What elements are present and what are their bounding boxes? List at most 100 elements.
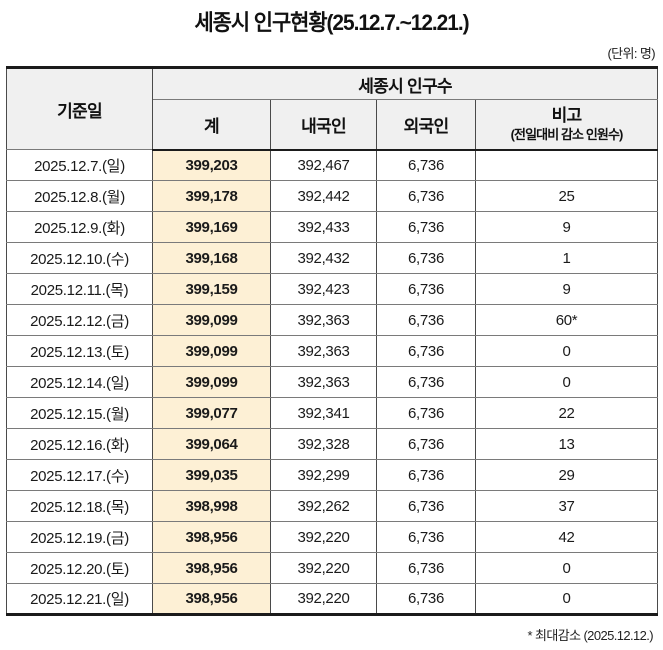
cell-korean: 392,262 (270, 490, 377, 522)
cell-foreign: 6,736 (376, 149, 476, 181)
cell-total: 398,998 (152, 490, 271, 522)
cell-foreign: 6,736 (376, 366, 476, 398)
table-row: 2025.12.7.(일) 399,203 392,467 6,736 (6, 149, 659, 181)
cell-base-date: 2025.12.18.(목) (6, 490, 153, 522)
cell-note: 9 (474, 273, 659, 305)
table-row: 2025.12.12.(금) 399,099 392,363 6,736 60* (6, 304, 659, 336)
column-header-foreign: 외국인 (376, 99, 476, 151)
table-row: 2025.12.13.(토) 399,099 392,363 6,736 0 (6, 335, 659, 367)
cell-base-date: 2025.12.17.(수) (6, 459, 153, 491)
cell-foreign: 6,736 (376, 211, 476, 243)
cell-foreign: 6,736 (376, 459, 476, 491)
cell-korean: 392,220 (270, 552, 377, 584)
cell-foreign: 6,736 (376, 552, 476, 584)
table-row: 2025.12.20.(토) 398,956 392,220 6,736 0 (6, 552, 659, 584)
cell-note: 9 (474, 211, 659, 243)
cell-korean: 392,363 (270, 366, 377, 398)
cell-foreign: 6,736 (376, 335, 476, 367)
cell-total: 399,159 (152, 273, 271, 305)
cell-base-date: 2025.12.20.(토) (6, 552, 153, 584)
cell-note: 0 (474, 552, 659, 584)
footnote: * 최대감소 (2025.12.12.) (527, 628, 654, 643)
table-row: 2025.12.14.(일) 399,099 392,363 6,736 0 (6, 366, 659, 398)
cell-base-date: 2025.12.16.(화) (6, 428, 153, 460)
cell-base-date: 2025.12.9.(화) (6, 211, 153, 243)
cell-total: 399,169 (152, 211, 271, 243)
cell-total: 399,099 (152, 366, 271, 398)
cell-korean: 392,363 (270, 304, 377, 336)
cell-foreign: 6,736 (376, 304, 476, 336)
cell-total: 398,956 (152, 552, 271, 584)
cell-total: 399,035 (152, 459, 271, 491)
table-container: 기준일 세종시 인구수 계 내국인 외국인 비고 (전일대비 감소 인원수) 2… (0, 66, 663, 616)
cell-base-date: 2025.12.21.(일) (6, 583, 153, 616)
cell-korean: 392,363 (270, 335, 377, 367)
table-row: 2025.12.21.(일) 398,956 392,220 6,736 0 (6, 583, 659, 616)
population-table: 기준일 세종시 인구수 계 내국인 외국인 비고 (전일대비 감소 인원수) 2… (6, 66, 659, 616)
cell-base-date: 2025.12.8.(월) (6, 180, 153, 212)
table-body: 2025.12.7.(일) 399,203 392,467 6,736 2025.12.… (6, 149, 659, 616)
table-row: 2025.12.11.(목) 399,159 392,423 6,736 9 (6, 273, 659, 305)
column-header-total: 계 (152, 99, 271, 151)
cell-total: 399,077 (152, 397, 271, 429)
cell-foreign: 6,736 (376, 273, 476, 305)
cell-note: 0 (474, 335, 659, 367)
column-header-note-main: 비고 (551, 105, 583, 125)
cell-note: 25 (474, 180, 659, 212)
cell-base-date: 2025.12.11.(목) (6, 273, 153, 305)
column-header-group-population: 세종시 인구수 (151, 66, 659, 100)
cell-korean: 392,220 (270, 521, 377, 553)
table-row: 2025.12.19.(금) 398,956 392,220 6,736 42 (6, 521, 659, 553)
table-header: 기준일 세종시 인구수 계 내국인 외국인 비고 (전일대비 감소 인원수) (6, 66, 659, 151)
cell-foreign: 6,736 (376, 242, 476, 274)
cell-total: 399,064 (152, 428, 271, 460)
cell-total: 399,203 (152, 149, 271, 181)
cell-total: 399,099 (152, 304, 271, 336)
column-header-note: 비고 (전일대비 감소 인원수) (474, 99, 659, 151)
footnote-row: * 최대감소 (2025.12.12.) (0, 616, 663, 645)
table-row: 2025.12.16.(화) 399,064 392,328 6,736 13 (6, 428, 659, 460)
cell-korean: 392,423 (270, 273, 377, 305)
cell-korean: 392,433 (270, 211, 377, 243)
cell-foreign: 6,736 (376, 490, 476, 522)
column-header-korean: 내국인 (270, 99, 377, 151)
cell-korean: 392,442 (270, 180, 377, 212)
cell-foreign: 6,736 (376, 397, 476, 429)
cell-base-date: 2025.12.14.(일) (6, 366, 153, 398)
cell-note: 0 (474, 366, 659, 398)
unit-note-row: (단위: 명) (0, 37, 663, 66)
table-row: 2025.12.17.(수) 399,035 392,299 6,736 29 (6, 459, 659, 491)
cell-total: 399,168 (152, 242, 271, 274)
cell-total: 399,099 (152, 335, 271, 367)
cell-total: 398,956 (152, 583, 271, 616)
table-row: 2025.12.18.(목) 398,998 392,262 6,736 37 (6, 490, 659, 522)
cell-note: 37 (474, 490, 659, 522)
cell-note: 42 (474, 521, 659, 553)
header-row-sub: 계 내국인 외국인 비고 (전일대비 감소 인원수) (7, 99, 659, 151)
cell-total: 399,178 (152, 180, 271, 212)
header-row-group: 기준일 세종시 인구수 (6, 66, 659, 150)
cell-note: 22 (474, 397, 659, 429)
cell-note: 13 (474, 428, 659, 460)
cell-korean: 392,432 (270, 242, 377, 274)
cell-foreign: 6,736 (376, 428, 476, 460)
table-row: 2025.12.8.(월) 399,178 392,442 6,736 25 (6, 180, 659, 212)
cell-korean: 392,299 (270, 459, 377, 491)
cell-note: 0 (474, 583, 659, 616)
cell-note (474, 149, 659, 181)
unit-note: (단위: 명) (607, 46, 655, 61)
cell-korean: 392,328 (270, 428, 377, 460)
cell-foreign: 6,736 (376, 180, 476, 212)
cell-note: 29 (474, 459, 659, 491)
cell-korean: 392,467 (270, 149, 377, 181)
table-row: 2025.12.15.(월) 399,077 392,341 6,736 22 (6, 397, 659, 429)
cell-foreign: 6,736 (376, 583, 476, 616)
table-row: 2025.12.9.(화) 399,169 392,433 6,736 9 (6, 211, 659, 243)
cell-korean: 392,220 (270, 583, 377, 616)
table-row: 2025.12.10.(수) 399,168 392,432 6,736 1 (6, 242, 659, 274)
cell-total: 398,956 (152, 521, 271, 553)
column-header-note-sub: (전일대비 감소 인원수) (510, 126, 624, 142)
cell-base-date: 2025.12.12.(금) (6, 304, 153, 336)
cell-base-date: 2025.12.7.(일) (6, 149, 153, 181)
